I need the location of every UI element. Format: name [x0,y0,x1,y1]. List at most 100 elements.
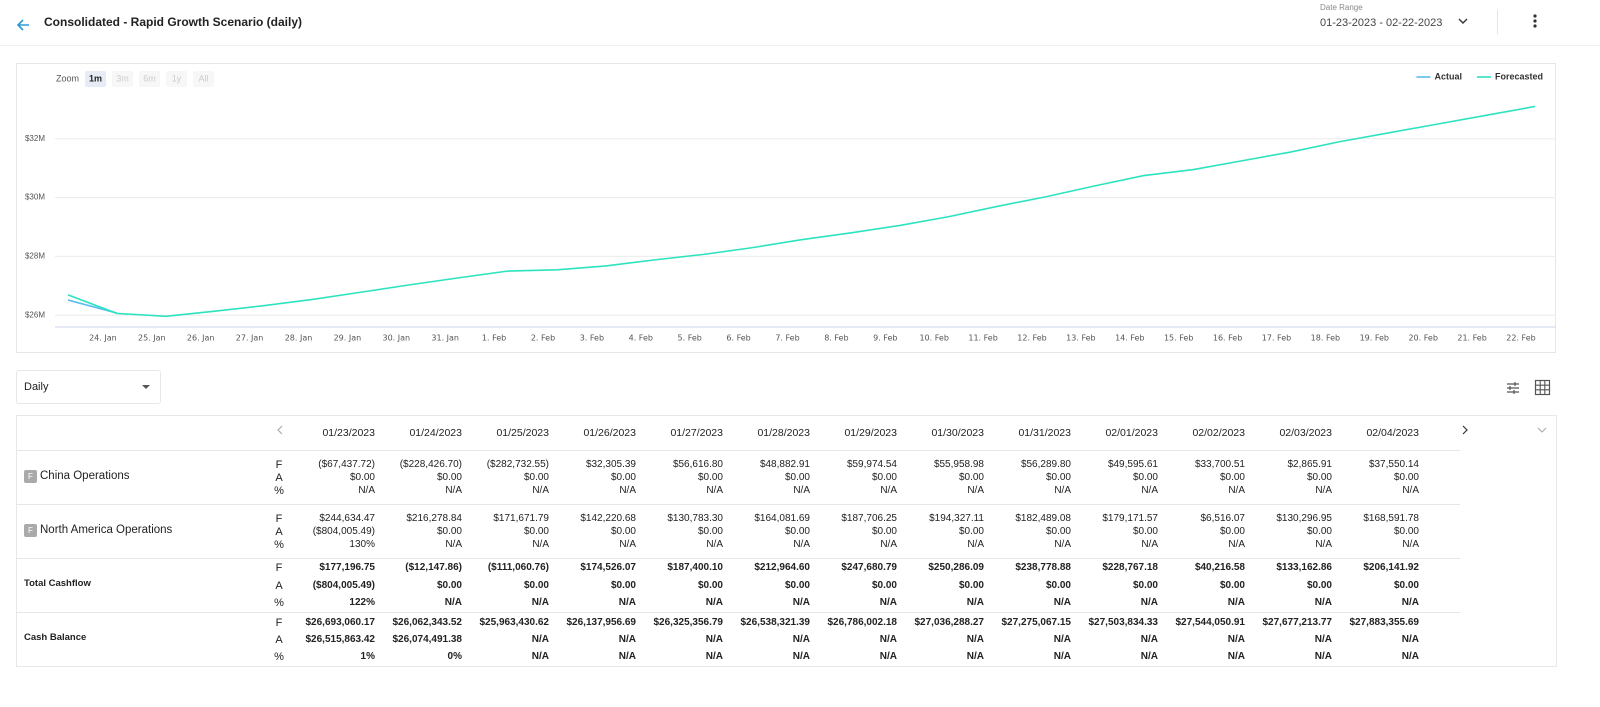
table-cell: N/A [705,597,723,608]
table-cell: ($804,005.49) [312,526,375,537]
zoom-button[interactable]: 6m [139,71,160,87]
table-cell: ($228,426.70) [399,459,462,470]
table-cell: $26,693,060.17 [305,617,375,628]
table-cell: N/A [967,539,984,550]
column-header: 02/01/2023 [1105,427,1158,439]
table-cell: $25,963,430.62 [479,617,549,628]
table: 01/23/2023 01/24/2023 01/25/2023 01/26/2023… [16,415,1460,667]
column-header: 01/25/2023 [496,427,549,439]
table-cell: $59,974.54 [846,459,897,470]
x-tick-label: 9. Feb [873,334,897,343]
grid-icon[interactable] [1534,379,1551,396]
table-cell: $55,958.98 [933,459,984,470]
column-header: 01/29/2023 [844,427,897,439]
column-header: 02/04/2023 [1366,427,1419,439]
table-cell: $216,278.84 [406,513,462,524]
period-select[interactable] [16,370,161,404]
chart: Zoom 1m 3m 6m 1y All $26M $28M $30M $32M 24. Jan 25… [25,71,1556,343]
table-cell: N/A [444,597,462,608]
table-cell: $130,783.30 [667,513,723,524]
table-cell: N/A [880,539,897,550]
table-cell: N/A [1140,634,1158,645]
table-cell: N/A [445,485,462,496]
x-tick-label: 7. Feb [775,334,799,343]
zoom-button[interactable]: 1y [166,71,187,87]
table-cell: $26,786,002.18 [827,617,897,628]
table-cell: $0.00 [871,580,897,591]
line-code: F [275,459,283,471]
zoom-button[interactable]: 3m [112,71,133,87]
table-cell: N/A [618,597,636,608]
x-tick-label: 28. Jan [285,334,313,343]
column-header: 01/28/2023 [757,427,810,439]
table-cell: $0.00 [1045,580,1071,591]
back-button[interactable] [14,16,34,34]
table-cell: N/A [1053,597,1071,608]
line-code: A [275,580,283,592]
series-line [67,105,1536,318]
table-cell: $26,074,491.38 [392,634,462,645]
zoom-button[interactable]: All [193,71,214,87]
x-tick-label: 26. Jan [187,334,215,343]
header-border [0,45,1600,46]
table-cell: N/A [532,539,549,550]
header-border [16,450,1460,451]
table-cell: N/A [1227,651,1245,662]
table-cell: $6,516.07 [1200,513,1246,524]
table-cell: N/A [1227,597,1245,608]
table-cell: $0.00 [1219,580,1245,591]
table-cell: N/A [618,651,636,662]
collapse[interactable] [1536,425,1548,435]
table-cell: $: [1386,513,1460,524]
table-cell: $0.00 [436,526,462,537]
column-header: 01/27/2023 [670,427,723,439]
x-tick-label: 21. Feb [1457,334,1486,343]
table-cell: $56,616.80 [672,459,723,470]
column-header: 02/02/2023 [1192,427,1245,439]
table-cell: N/A [531,634,549,645]
table-cell: $0.00 [958,472,984,483]
table-cell: $0.00 [1045,472,1071,483]
table-cell: $0.00 [610,526,636,537]
table-cell: ($ [1386,459,1460,470]
table-cell: N/A [879,597,897,608]
date-range[interactable]: 01-23-2023 - 02-22-2023 [1320,17,1443,29]
table-cell: $0.00 [784,472,810,483]
x-tick-label: 4. Feb [629,334,653,343]
next-columns[interactable] [1459,423,1471,437]
zoom-button-label: 1y [172,73,182,83]
table-cell: N/A [1054,485,1071,496]
x-tick-label: 2. Feb [531,334,555,343]
table-cell: $0.00 [784,580,810,591]
zoom-button-label: All [198,73,208,83]
zoom-button-label: 1m [89,73,102,83]
x-tick-label: 6. Feb [726,334,750,343]
zoom-button[interactable]: 1m [85,71,106,87]
x-tick-label: 15. Feb [1164,334,1193,343]
table-cell: $27,503,834.33 [1088,617,1158,628]
x-tick-label: 8. Feb [824,334,848,343]
x-tick-label: 27. Jan [236,334,264,343]
prev-columns[interactable] [274,423,286,437]
table-cell: $244,634.47 [319,513,375,524]
x-tick-label: 29. Jan [334,334,362,343]
table-cell: $0.00 [1132,472,1158,483]
table-cell: $0.00 [1219,526,1245,537]
more-menu[interactable] [1529,13,1541,31]
x-tick-label: 3. Feb [580,334,604,343]
zoom-button-bg [112,71,133,87]
table-cell: $0.00 [349,472,375,483]
table-cell: N/A [966,634,984,645]
table-cell: $0.00 [697,526,723,537]
filter-icon[interactable] [1505,380,1521,396]
table-cell: $0.00 [1306,580,1332,591]
table-cell: $177,196.75 [319,562,375,573]
table-cell: $142,220.68 [580,513,636,524]
table-cell: N/A [1053,634,1071,645]
date-range-toggle[interactable] [1456,16,1470,28]
zoom-button-label: 6m [143,73,156,83]
table-cell: N/A [1227,634,1245,645]
table-cell: $56,289.80 [1020,459,1071,470]
line-code: F [275,617,283,629]
